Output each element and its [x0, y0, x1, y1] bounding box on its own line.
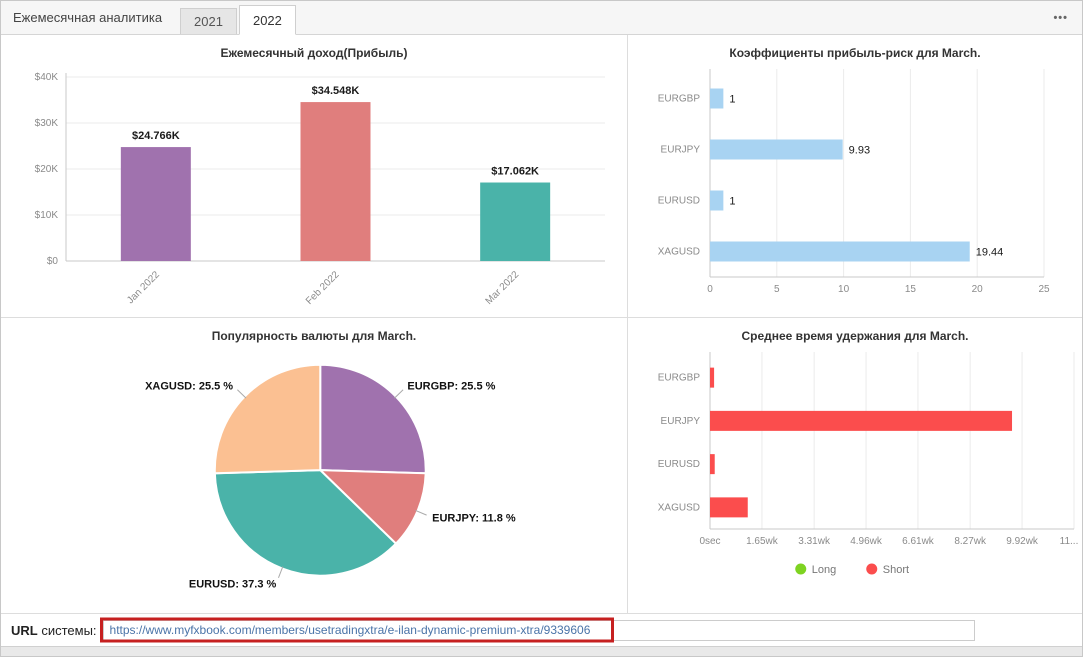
svg-text:9.93: 9.93: [849, 145, 870, 157]
svg-text:EURUSD: 37.3 %: EURUSD: 37.3 %: [189, 578, 277, 590]
svg-text:25: 25: [1038, 284, 1050, 295]
svg-text:$34.548K: $34.548K: [312, 85, 360, 97]
svg-text:11...: 11...: [1060, 536, 1079, 547]
holding-time-hbar-chart: 0sec 1.65wk 3.31wk 4.96wk 6.61wk 8.27wk 9.92wk…: [628, 346, 1082, 613]
svg-text:1: 1: [729, 196, 735, 208]
svg-text:1: 1: [729, 94, 735, 106]
svg-text:5: 5: [774, 284, 780, 295]
footer-strip: [1, 646, 1082, 656]
monthly-income-bar-chart: $0 $10K $20K $30K $40K $24.766K Jan 2022 $34.54…: [1, 63, 627, 317]
svg-text:$24.766K: $24.766K: [132, 130, 180, 142]
svg-text:Jan 2022: Jan 2022: [125, 269, 162, 306]
svg-text:4.96wk: 4.96wk: [850, 536, 883, 547]
svg-text:6.61wk: 6.61wk: [902, 536, 935, 547]
system-url-label-strong: URL: [11, 622, 38, 638]
system-url-input-wrap: [99, 617, 975, 643]
svg-text:$10K: $10K: [35, 210, 59, 221]
svg-text:0: 0: [707, 284, 713, 295]
system-url-label: URL системы:: [11, 623, 97, 638]
chart-title-profit-risk: Коэффициенты прибыль-риск для March.: [729, 46, 981, 60]
page-title: Ежемесячная аналитика: [13, 10, 163, 25]
svg-text:EURGBP: 25.5 %: EURGBP: 25.5 %: [407, 381, 495, 393]
svg-text:10: 10: [838, 284, 850, 295]
svg-text:9.92wk: 9.92wk: [1006, 536, 1039, 547]
panel-monthly-income: Ежемесячный доход(Прибыль) $0 $10K $20K $30…: [1, 35, 628, 318]
panel-currency-popularity: Популярность валюты для March. EURGBP: 2…: [1, 318, 628, 613]
svg-text:19.44: 19.44: [976, 247, 1004, 259]
svg-text:EURJPY: 11.8 %: EURJPY: 11.8 %: [432, 512, 516, 524]
currency-popularity-pie-chart: EURGBP: 25.5 % EURJPY: 11.8 % EURUSD: 37.3…: [1, 346, 627, 613]
svg-text:8.27wk: 8.27wk: [954, 536, 987, 547]
ellipsis-menu-icon[interactable]: •••: [1053, 11, 1068, 24]
header-bar: Ежемесячная аналитика 2021 2022 •••: [1, 1, 1082, 35]
svg-text:EURUSD: EURUSD: [658, 196, 700, 207]
svg-text:$30K: $30K: [35, 118, 59, 129]
svg-text:15: 15: [905, 284, 917, 295]
svg-text:Feb 2022: Feb 2022: [304, 269, 342, 307]
system-url-row: URL системы:: [1, 614, 1082, 646]
svg-text:0sec: 0sec: [699, 536, 720, 547]
svg-text:Long: Long: [812, 564, 836, 576]
svg-text:EURGBP: EURGBP: [658, 373, 701, 384]
svg-text:3.31wk: 3.31wk: [798, 536, 831, 547]
year-tabs: 2021 2022: [180, 1, 298, 35]
svg-text:EURUSD: EURUSD: [658, 459, 700, 470]
svg-text:$20K: $20K: [35, 164, 59, 175]
tab-2022[interactable]: 2022: [238, 5, 296, 35]
system-url-label-rest: системы:: [37, 622, 97, 638]
panel-holding-time: Среднее время удержания для March. 0sec 1…: [628, 318, 1082, 613]
svg-text:XAGUSD: 25.5 %: XAGUSD: 25.5 %: [145, 381, 233, 393]
svg-text:XAGUSD: XAGUSD: [658, 502, 700, 513]
panel-profit-risk: Коэффициенты прибыль-риск для March. 0 5 1…: [628, 35, 1082, 318]
svg-text:EURGBP: EURGBP: [658, 94, 701, 105]
charts-grid: Ежемесячный доход(Прибыль) $0 $10K $20K $30…: [1, 35, 1082, 614]
chart-title-holding-time: Среднее время удержания для March.: [741, 329, 969, 343]
chart-title-currency-popularity: Популярность валюты для March.: [211, 329, 417, 343]
svg-text:EURJPY: EURJPY: [661, 416, 701, 427]
profit-risk-hbar-chart: 0 5 10 15 20 25 EURGBP 1 EURJPY 9.93 EURUSD 1 XAGUSD…: [628, 63, 1082, 317]
tab-2021[interactable]: 2021: [180, 8, 237, 34]
system-url-input[interactable]: [102, 619, 975, 641]
svg-text:20: 20: [972, 284, 984, 295]
svg-text:1.65wk: 1.65wk: [746, 536, 779, 547]
svg-text:Mar 2022: Mar 2022: [484, 269, 522, 307]
svg-text:$17.062K: $17.062K: [491, 166, 539, 178]
svg-text:Short: Short: [883, 564, 909, 576]
svg-text:$40K: $40K: [35, 72, 59, 83]
svg-text:$0: $0: [47, 256, 59, 267]
svg-text:XAGUSD: XAGUSD: [658, 247, 700, 258]
svg-text:EURJPY: EURJPY: [661, 145, 701, 156]
chart-title-monthly-income: Ежемесячный доход(Прибыль): [220, 46, 408, 60]
